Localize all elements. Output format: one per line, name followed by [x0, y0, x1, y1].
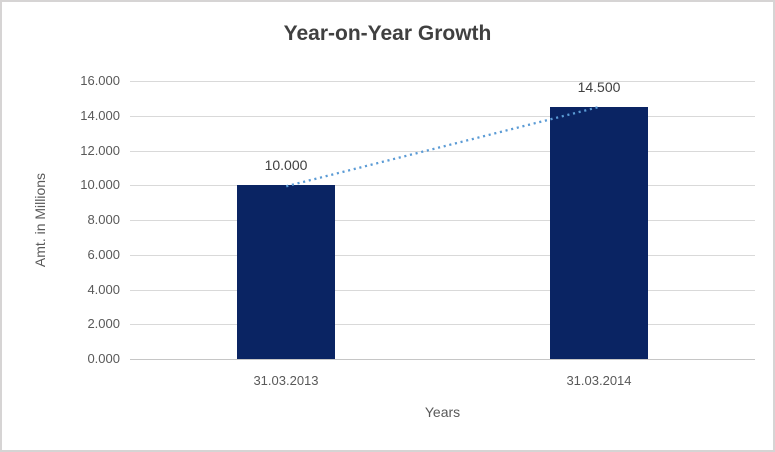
y-tick-label: 6.000: [87, 247, 120, 262]
data-label: 14.500: [577, 79, 621, 95]
y-tick-label: 2.000: [87, 316, 120, 331]
y-tick-label: 14.000: [80, 108, 120, 123]
gridline: [130, 324, 755, 325]
y-tick-label: 16.000: [80, 73, 120, 88]
y-tick-label: 12.000: [80, 143, 120, 158]
gridline: [130, 255, 755, 256]
bar-31.03.2014: [550, 107, 648, 359]
gridline: [130, 359, 755, 360]
y-tick-label: 4.000: [87, 282, 120, 297]
gridline: [130, 81, 755, 82]
chart-title: Year-on-Year Growth: [283, 22, 492, 45]
data-label: 10.000: [264, 157, 308, 173]
y-tick-label: 0.000: [87, 351, 120, 366]
y-tick-label: 8.000: [87, 212, 120, 227]
gridline: [130, 220, 755, 221]
gridline: [130, 151, 755, 152]
y-tick-label: 10.000: [80, 177, 120, 192]
x-tick-label: 31.03.2014: [566, 373, 632, 388]
gridline: [130, 116, 755, 117]
gridline: [130, 290, 755, 291]
x-axis-title: Years: [424, 404, 461, 420]
bar-31.03.2013: [237, 185, 335, 359]
gridline: [130, 185, 755, 186]
x-tick-label: 31.03.2013: [253, 373, 319, 388]
